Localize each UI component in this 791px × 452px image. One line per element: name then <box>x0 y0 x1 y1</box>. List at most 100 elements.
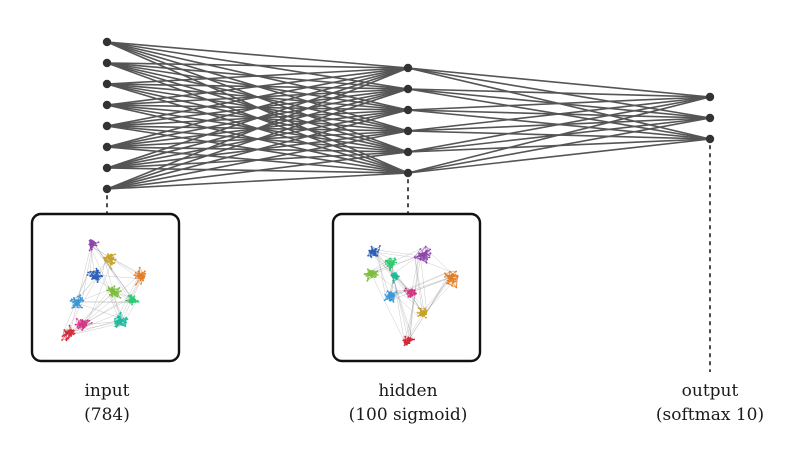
input-embedding-point <box>110 289 112 291</box>
input-embedding-point <box>75 317 78 320</box>
input-embedding-point <box>134 271 137 274</box>
input-embedding-point <box>138 270 141 272</box>
input-embedding-point <box>137 274 140 277</box>
input-embedding-point <box>107 253 109 255</box>
hidden-embedding-point <box>389 269 391 272</box>
hidden-embedding-point <box>392 279 395 282</box>
hidden-embedding-thread <box>373 251 391 259</box>
hidden-embedding-thread <box>374 251 391 297</box>
hidden-embedding-point <box>394 273 397 276</box>
hidden-embedding-point <box>420 313 422 315</box>
input-embedding-point <box>111 286 114 289</box>
hidden-embedding-point <box>393 272 396 274</box>
hidden-embedding-thread <box>384 271 450 301</box>
input-embedding-thread <box>92 277 115 291</box>
hidden-embedding-point <box>403 344 406 347</box>
hidden-embedding-point <box>447 282 450 285</box>
hidden-embedding-point <box>390 299 393 301</box>
hidden-embedding-point <box>412 289 415 292</box>
input-embedding-point <box>133 274 136 276</box>
input-embedding-point <box>73 305 76 308</box>
hidden-node-1 <box>403 84 413 94</box>
input-embedding-point <box>90 322 93 324</box>
hidden-embedding-point <box>453 281 455 283</box>
hidden-embedding-point <box>377 249 380 251</box>
edge-hidden-5-output-2 <box>407 138 711 174</box>
hidden-embedding-point <box>424 311 427 314</box>
hidden-embedding-point <box>374 248 376 251</box>
hidden-embedding-point <box>366 280 369 282</box>
hidden-embedding-point <box>404 342 406 344</box>
hidden-embedding-point <box>395 261 398 264</box>
hidden-embedding-thread <box>410 276 452 291</box>
hidden-embedding-point <box>389 267 392 270</box>
edge-input-5-hidden-0 <box>106 67 409 148</box>
hidden-embedding-point <box>413 293 416 296</box>
hidden-embedding-point <box>387 261 390 264</box>
input-embedding-link <box>97 275 103 283</box>
input-embedding-thread <box>104 258 122 323</box>
input-embedding-point <box>81 299 84 301</box>
edge-input-7-hidden-0 <box>106 67 409 190</box>
input-embedding-point <box>97 269 99 272</box>
input-embedding-point <box>114 322 116 324</box>
edge-hidden-0-output-0 <box>407 67 711 98</box>
input-embedding-point <box>79 296 82 299</box>
input-node-2 <box>102 79 112 89</box>
input-embedding-point <box>140 283 143 285</box>
input-embedding-thread <box>93 242 132 303</box>
hidden-embedding-thread <box>374 249 425 315</box>
hidden-embedding-point <box>426 249 428 252</box>
input-embedding-point <box>107 260 110 263</box>
hidden-embedding-point <box>403 340 406 342</box>
input-embedding-point <box>114 318 116 320</box>
hidden-embedding-point <box>407 295 410 298</box>
input-embedding-point <box>124 325 127 328</box>
hidden-embedding-point <box>371 274 374 277</box>
input-embedding-point <box>81 306 83 309</box>
hidden-embedding-point <box>426 258 429 261</box>
input-embedding-point <box>69 299 72 302</box>
hidden-embedding-point <box>444 272 446 275</box>
input-embedding-point <box>89 270 92 273</box>
input-embedding-thread <box>82 246 93 301</box>
input-embedding-point <box>72 304 75 307</box>
hidden-embedding-link <box>414 248 421 258</box>
edge-input-7-hidden-5 <box>106 172 409 190</box>
hidden-embedding-point <box>392 298 395 301</box>
input-embedding-point <box>78 326 81 329</box>
hidden-embedding-point <box>445 282 448 285</box>
input-embedding-point <box>125 316 128 319</box>
input-embedding-point <box>61 335 64 338</box>
hidden-embedding-link <box>425 246 431 254</box>
hidden-embedding-point <box>367 272 370 274</box>
hidden-embedding-link <box>387 259 396 262</box>
input-node-0 <box>102 37 112 47</box>
input-embedding-point <box>113 291 116 294</box>
hidden-embedding-point <box>424 256 426 259</box>
input-embedding-thread <box>73 323 118 335</box>
input-embedding-point <box>87 271 90 274</box>
hidden-embedding-point <box>386 298 388 300</box>
hidden-embedding-point <box>413 256 416 258</box>
hidden-embedding-point <box>384 259 387 262</box>
hidden-embedding-point <box>444 276 446 278</box>
hidden-embedding-point <box>394 259 397 261</box>
input-embedding-point <box>68 324 71 327</box>
input-embedding-point <box>114 253 117 256</box>
hidden-embedding-thread <box>393 276 409 344</box>
input-embedding-point <box>124 320 127 323</box>
hidden-embedding-point <box>367 274 370 277</box>
input-embedding-point <box>114 258 117 261</box>
hidden-embedding-point <box>376 251 379 253</box>
input-embedding-point <box>81 319 84 322</box>
hidden-embedding-point <box>456 276 459 279</box>
hidden-embedding-point <box>384 261 387 263</box>
hidden-embedding-point <box>388 299 391 302</box>
input-embedding-point <box>109 294 111 296</box>
hidden-embedding-point <box>456 274 458 277</box>
hidden-embedding-point <box>373 252 375 255</box>
hidden-embedding-point <box>424 308 427 311</box>
hidden-embedding-point <box>404 287 407 290</box>
hidden-embedding-point <box>424 252 426 254</box>
